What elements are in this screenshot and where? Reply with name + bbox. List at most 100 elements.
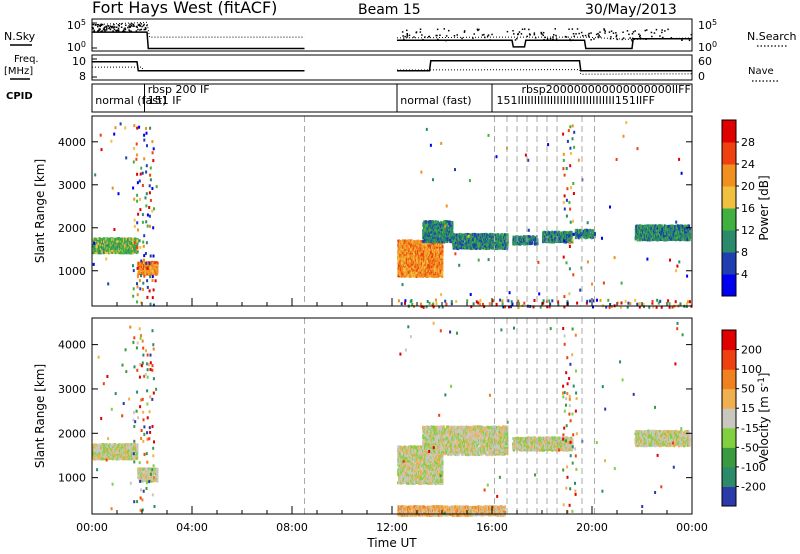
scatter-cell — [148, 206, 151, 209]
scatter-cell — [426, 272, 429, 276]
scatter-cell — [149, 395, 152, 399]
scatter-cell — [566, 233, 569, 237]
scatter-cell — [452, 232, 455, 236]
scatter-cell — [124, 455, 127, 459]
scatter-cell — [92, 245, 95, 249]
panel-frame — [91, 115, 693, 307]
radar-title: Fort Hays West (fitACF) — [92, 0, 277, 17]
scatter-cell — [427, 251, 430, 255]
scatter-cell — [438, 230, 441, 234]
scatter-cell — [156, 479, 159, 483]
scatter-cell — [151, 275, 154, 279]
scatter-cell — [419, 475, 422, 479]
noise-dot — [609, 38, 612, 40]
scatter-cell — [411, 453, 414, 457]
scatter-cell — [460, 242, 463, 246]
scatter-cell — [657, 227, 660, 231]
isolated-echo — [467, 234, 470, 238]
scatter-cell — [689, 229, 692, 232]
scatter-cell — [591, 235, 594, 239]
scatter-cell — [400, 461, 403, 465]
scatter-cell — [111, 251, 114, 254]
scatter-cell — [476, 234, 479, 238]
scatter-cell — [140, 261, 143, 264]
scatter-cell — [439, 234, 442, 238]
noise-dot — [419, 28, 422, 30]
scatter-cell — [112, 447, 114, 451]
scatter-cell — [155, 475, 158, 478]
scatter-cell — [428, 265, 431, 269]
scatter-cell — [585, 301, 588, 305]
scatter-cell — [456, 246, 459, 250]
scatter-cell — [543, 240, 546, 244]
scatter-cell — [101, 237, 104, 241]
scatter-cell — [143, 452, 146, 456]
scatter-cell — [409, 248, 412, 251]
scatter-cell — [414, 245, 417, 249]
noise-dot — [111, 25, 114, 28]
noise-dot — [104, 28, 106, 31]
noise-dot — [610, 30, 613, 32]
scatter-cell — [542, 237, 545, 241]
scatter-cell — [410, 445, 413, 449]
scatter-cell — [151, 368, 154, 372]
noise-dot — [124, 27, 126, 29]
scatter-cell — [586, 299, 589, 303]
scatter-cell — [414, 463, 417, 467]
noise-dot — [102, 23, 104, 26]
scatter-cell — [577, 229, 580, 233]
scatter-cell — [454, 242, 457, 246]
scatter-cell — [142, 410, 145, 414]
scatter-cell — [452, 235, 455, 239]
scatter-cell — [565, 235, 568, 239]
isolated-echo — [125, 156, 128, 160]
series-nave-segment — [92, 66, 305, 72]
noise-dot — [491, 33, 493, 36]
scatter-cell — [119, 453, 122, 457]
scatter-cell — [407, 469, 410, 473]
scatter-cell — [399, 451, 402, 455]
scatter-cell — [438, 224, 441, 228]
scatter-cell — [404, 249, 407, 253]
scatter-cell — [143, 138, 146, 142]
scatter-cell — [143, 425, 146, 429]
scatter-cell — [501, 246, 504, 250]
scatter-cell — [145, 164, 148, 168]
scatter-cell — [99, 455, 102, 459]
scatter-cell — [103, 449, 105, 453]
scatter-cell — [424, 467, 427, 471]
scatter-cell — [572, 192, 575, 195]
scatter-cell — [133, 410, 136, 414]
noise-dot — [135, 25, 138, 28]
scatter-cell — [645, 228, 648, 232]
scatter-cell — [106, 237, 109, 241]
scatter-cell — [484, 242, 486, 246]
scatter-cell — [146, 368, 149, 372]
y-tick-label-left: 105 — [67, 18, 86, 32]
noise-dot — [655, 28, 658, 31]
noise-dot — [631, 37, 634, 40]
scatter-cell — [147, 475, 149, 478]
scatter-cell — [101, 241, 104, 245]
scatter-cell — [113, 247, 116, 251]
scatter-cell — [132, 287, 135, 291]
scatter-cell — [679, 224, 682, 228]
scatter-cell — [138, 279, 141, 283]
scatter-cell — [145, 479, 148, 483]
noise-dot — [453, 35, 456, 37]
scatter-cell — [115, 447, 117, 451]
noise-dot — [650, 31, 653, 34]
scatter-cell — [452, 241, 455, 245]
scatter-cell — [110, 239, 113, 243]
noise-dot — [99, 24, 101, 27]
noise-dot — [143, 28, 145, 31]
scatter-cell — [497, 235, 500, 239]
scatter-cell — [92, 251, 95, 255]
scatter-cell — [135, 157, 138, 161]
noise-dot — [638, 35, 641, 38]
scatter-cell — [484, 239, 487, 243]
scatter-cell — [494, 242, 497, 246]
scatter-cell — [400, 245, 403, 249]
